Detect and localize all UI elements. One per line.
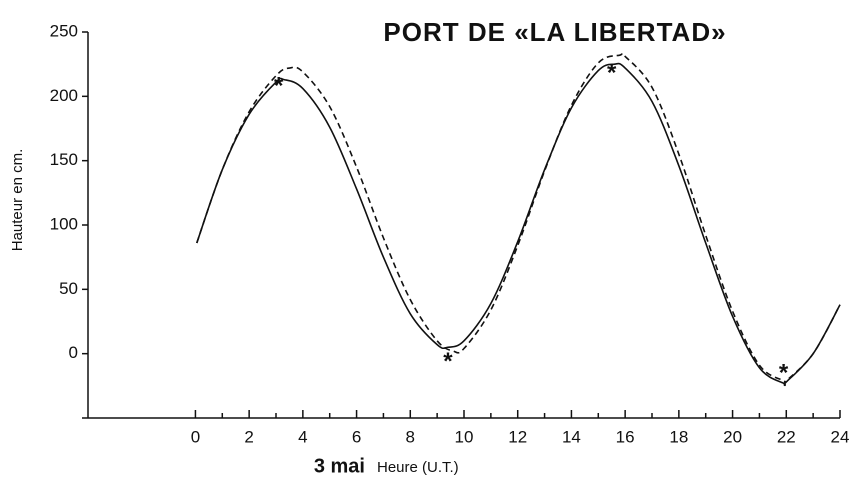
y-tick-label: 100 [50,214,78,233]
asterisk-marker: * [779,359,789,386]
x-tick-label: 22 [777,427,796,446]
asterisk-marker: * [607,60,617,87]
x-tick-label: 14 [562,427,581,446]
x-tick-label: 8 [406,427,415,446]
asterisk-marker: * [443,348,453,375]
x-tick-label: 24 [831,427,850,446]
dashed-line [196,52,841,385]
y-tick-label: 0 [69,343,78,362]
y-axis-label: Hauteur en cm. [9,149,26,252]
x-axis-label: Heure (U.T.) [377,459,459,476]
x-tick-label: 10 [455,427,474,446]
y-tick-label: 200 [50,86,78,105]
x-tick-label: 6 [352,427,361,446]
x-tick-label: 18 [669,427,688,446]
x-tick-label: 12 [508,427,527,446]
solid-line [196,62,841,387]
y-tick-label: 250 [50,21,78,40]
x-tick-label: 2 [244,427,253,446]
y-tick-label: 150 [50,150,78,169]
asterisk-marker: * [274,73,284,100]
x-tick-label: 16 [616,427,635,446]
x-tick-label: 0 [191,427,200,446]
x-tick-label: 4 [298,427,307,446]
x-axis-date: 3 mai [314,455,365,477]
x-tick-label: 20 [723,427,742,446]
chart-title: PORT DE «LA LIBERTAD» [383,17,726,47]
y-tick-label: 50 [59,279,78,298]
